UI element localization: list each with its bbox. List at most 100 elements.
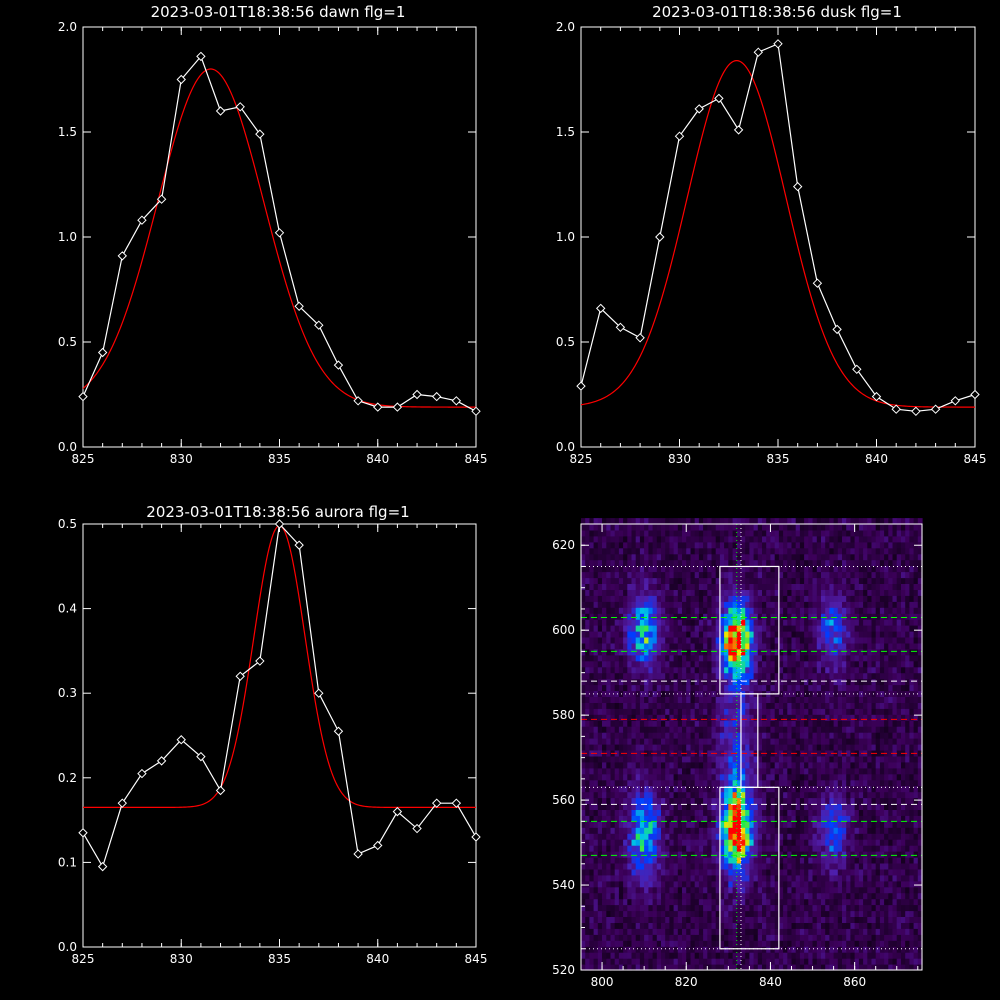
heatmap-cell <box>766 684 771 692</box>
heatmap-cell <box>614 809 620 816</box>
heatmap-cell <box>749 654 755 662</box>
heatmap-cell <box>682 654 687 662</box>
heatmap-cell <box>812 791 818 799</box>
heatmap-cell <box>677 791 683 799</box>
heatmap-cell <box>884 815 889 822</box>
heatmap-cell <box>850 928 856 935</box>
heatmap-cell <box>867 934 873 941</box>
heatmap-cell <box>690 732 696 739</box>
heatmap-cell <box>627 631 633 638</box>
heatmap-cell <box>690 631 696 638</box>
heatmap-cell <box>901 815 906 822</box>
heatmap-cell <box>774 916 780 923</box>
heatmap-cell <box>896 952 902 959</box>
heatmap-cell <box>791 642 797 650</box>
heatmap-cell <box>741 755 746 763</box>
heatmap-cell <box>715 631 721 638</box>
heatmap-cell <box>711 625 717 632</box>
heatmap-cell <box>888 863 894 870</box>
heatmap-cell <box>618 648 624 656</box>
dawn-data-point <box>471 406 481 417</box>
heatmap-cell <box>863 839 868 846</box>
heatmap-cell <box>644 631 649 638</box>
heatmap-cell <box>673 654 679 662</box>
heatmap-cell <box>863 720 868 727</box>
heatmap-cell <box>770 922 776 929</box>
heatmap-cell <box>863 809 868 816</box>
heatmap-cell <box>631 773 637 781</box>
heatmap-cell <box>871 892 877 900</box>
heatmap-cell <box>745 732 750 739</box>
heatmap-cell <box>762 720 767 727</box>
heatmap-cell <box>627 684 633 692</box>
heatmap-cell <box>627 886 633 894</box>
heatmap-cell <box>879 952 885 959</box>
heatmap-cell <box>736 940 742 947</box>
heatmap-cell <box>627 672 633 680</box>
heatmap-cell <box>833 940 839 947</box>
heatmap-cell <box>753 827 759 834</box>
heatmap-cell <box>623 714 628 721</box>
heatmap-cell <box>627 892 633 900</box>
heatmap-cell <box>597 750 603 757</box>
heatmap-cell <box>816 666 822 674</box>
heatmap-cell <box>673 773 679 781</box>
heatmap-cell <box>812 821 818 828</box>
heatmap-cell <box>842 779 847 787</box>
heatmap-cell <box>795 886 801 894</box>
heatmap-cell <box>766 666 771 674</box>
heatmap-cell <box>639 868 645 876</box>
heatmap-cell <box>901 827 906 834</box>
heatmap-cell <box>799 648 805 656</box>
heatmap-cell <box>879 732 885 739</box>
heatmap-cell <box>837 631 843 638</box>
heatmap-cell <box>879 625 885 632</box>
heatmap-cell <box>795 761 801 769</box>
heatmap-cell <box>627 928 633 935</box>
heatmap-cell <box>606 631 612 638</box>
heatmap-cell <box>888 732 894 739</box>
heatmap-cell <box>867 708 873 715</box>
heatmap-cell <box>698 863 704 870</box>
dawn-data-point <box>294 301 304 312</box>
heatmap-cell <box>665 708 670 715</box>
heatmap-cell <box>829 952 835 959</box>
heatmap-cell <box>816 785 822 793</box>
heatmap-cell <box>673 785 679 793</box>
heatmap-cell <box>690 761 696 769</box>
heatmap-cell <box>724 892 729 900</box>
heatmap-cell <box>665 851 670 858</box>
heatmap-cell <box>606 916 612 923</box>
heatmap-cell <box>896 732 902 739</box>
heatmap-cell <box>745 785 750 793</box>
aurora-data-point <box>333 726 344 736</box>
heatmap-cell <box>606 952 612 959</box>
heatmap-cell <box>711 857 717 864</box>
heatmap-cell <box>677 880 683 888</box>
heatmap-cell <box>682 880 687 888</box>
heatmap-cell <box>652 868 658 876</box>
heatmap-cell <box>867 678 873 686</box>
heatmap-cell <box>753 833 759 840</box>
heatmap-cell <box>762 648 767 656</box>
heatmap-cell <box>913 809 919 816</box>
heatmap-cell <box>682 934 687 941</box>
heatmap-cell <box>585 738 590 745</box>
heatmap-cell <box>589 964 595 971</box>
heatmap-cell <box>905 678 910 686</box>
aurora-ytick-label: 0.4 <box>58 602 77 616</box>
heatmap-cell <box>669 880 675 888</box>
heatmap-cell <box>618 773 624 781</box>
heatmap-cell <box>597 696 603 703</box>
heatmap-cell <box>854 678 860 686</box>
heatmap-cell <box>589 845 595 852</box>
heatmap-cell <box>728 803 734 810</box>
heatmap-cell <box>656 803 662 810</box>
heatmap-cell <box>854 642 860 650</box>
heatmap-cell <box>627 922 633 929</box>
heatmap-cell <box>842 863 847 870</box>
heatmap-cell <box>799 892 805 900</box>
heatmap-cell <box>829 755 835 763</box>
heatmap-cell <box>677 631 683 638</box>
